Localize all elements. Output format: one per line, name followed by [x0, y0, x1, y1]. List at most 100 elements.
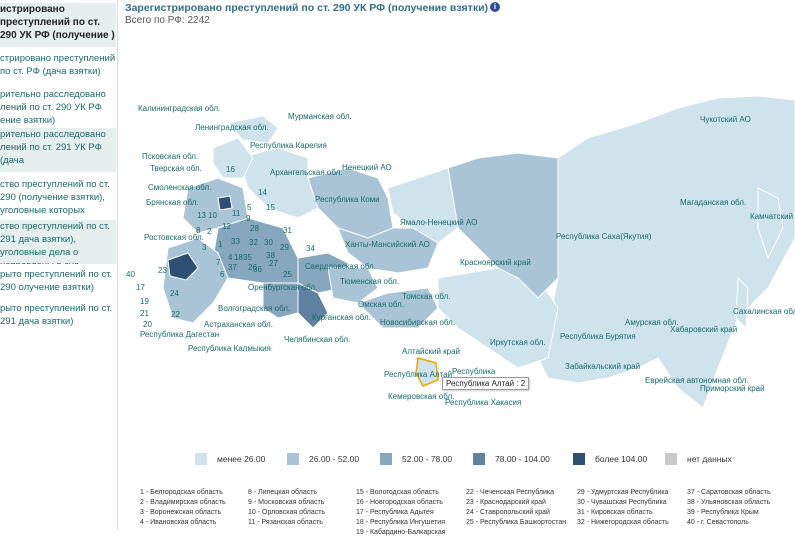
label-krasnoyarsk: Красноярский край [460, 258, 531, 267]
label-kemerovo: Кемеровская обл. [388, 392, 455, 401]
region-arkhangelsk [237, 147, 319, 219]
legend-swatch [573, 453, 585, 465]
region-number: 9 [246, 214, 251, 223]
region-number: 33 [231, 237, 240, 246]
sidebar-item-290-solved[interactable]: рыто преступлений по ст. 290 олучение вз… [0, 269, 113, 293]
label-sakhalin: Сахалинская обл. [733, 307, 795, 316]
region-number: 26 [248, 263, 257, 272]
page-title: Зарегистрировано преступлений по ст. 290… [125, 2, 501, 14]
region-number: 27 [269, 259, 278, 268]
region-karelia [212, 137, 254, 179]
label-leningrad: Ленинградская обл. [195, 123, 269, 132]
label-tyumen: Тюменская обл. [340, 277, 400, 286]
sidebar-item-290-to-court[interactable]: ство преступлений по ст. 290 (получение … [0, 179, 110, 216]
label-amur: Амурская обл. [625, 318, 679, 327]
label-jewish: Еврейская автономная обл. [645, 376, 749, 385]
region-number: 6 [220, 270, 225, 279]
sidebar-item-291-to-court[interactable]: ство преступлений по ст. 291 дача взятки… [0, 220, 116, 264]
sidebar-item-291-investigated[interactable]: рительно расследовано лений по ст. 291 У… [0, 128, 116, 172]
label-omsk: Омская обл. [358, 300, 404, 309]
region-sakhalin [735, 276, 749, 330]
region-murmansk [227, 115, 279, 144]
region-number: 38 [266, 251, 275, 260]
region-number: 20 [143, 320, 152, 329]
label-tomsk: Томская обл. [402, 292, 451, 301]
label-khabarovsk: Хабаровский край [670, 325, 738, 334]
region-number: 22 [171, 310, 180, 319]
sidebar-item-291-registered[interactable]: стрировано преступлений по ст. РФ (дача … [0, 53, 116, 77]
region-number: 3 [202, 243, 207, 252]
region-number: 31 [283, 226, 292, 235]
region-number: 34 [306, 244, 315, 253]
region-number: 7 [216, 258, 221, 267]
region-number: 40 [126, 270, 135, 279]
label-chelyabinsk: Челябинская обл. [284, 335, 351, 344]
region-yamal [387, 167, 459, 244]
region-number: 23 [158, 266, 167, 275]
region-omsk-novosib [357, 287, 439, 329]
label-kalmykia: Республика Калмыкия [188, 344, 271, 353]
label-irkutsk: Иркутская обл. [490, 338, 546, 347]
sidebar-divider [117, 0, 118, 530]
russia-choropleth-map[interactable] [118, 28, 795, 448]
region-number: 1 [218, 240, 223, 249]
region-number: 11 [232, 209, 241, 218]
index-column: 22 - Чеченская Республика 23 - Краснодар… [466, 489, 567, 526]
label-pskov: Псковская обл. [142, 152, 199, 161]
legend-swatch [195, 453, 207, 465]
region-number: 16 [226, 165, 235, 174]
legend-swatch [665, 453, 677, 465]
region-number: 35 [243, 253, 252, 262]
label-kamchatka: Камчатский край [750, 212, 795, 221]
label-chukotka: Чукотский АО [700, 115, 751, 124]
label-rostov: Ростовская обл. [144, 233, 204, 242]
label-buryatia: Республика Бурятия [560, 332, 636, 341]
region-number: 25 [283, 270, 292, 279]
region-number: 18 [234, 253, 243, 262]
region-tyumen [327, 267, 379, 304]
region-number: 29 [280, 243, 289, 252]
label-volgograd: Волгоградская обл. [218, 304, 291, 313]
region-index-list: 1 - Белгородская область 2 - Владимирска… [135, 488, 795, 536]
index-column: 8 - Липецкая область 9 - Московская обла… [248, 489, 326, 526]
label-khanty: Ханты-Мансийский АО [345, 240, 430, 249]
index-column: 29 - Удмуртская Республика 30 - Чувашска… [577, 489, 669, 526]
region-number: 15 [266, 203, 275, 212]
region-number: 21 [140, 309, 149, 318]
region-tooltip: Республика Алтай : 2 [442, 377, 530, 390]
region-moscow [217, 195, 233, 211]
region-number: 19 [140, 297, 149, 306]
label-nenets: Ненецкий АО [342, 163, 392, 172]
label-altai-krai: Алтайский край [402, 347, 461, 356]
label-sverdlovsk: Свердловская обл. [305, 262, 376, 271]
index-column: 37 - Саратовская область 38 - Ульяновска… [687, 489, 771, 526]
region-central [182, 177, 249, 234]
label-primorsky: Приморский край [700, 384, 765, 393]
region-number: 5 [247, 203, 252, 212]
region-kamchatka [757, 187, 784, 260]
sidebar-item-291-solved[interactable]: рыто преступлений по ст. 291 дача взятки… [0, 303, 113, 327]
region-number: 12 [222, 222, 231, 231]
total-count: Всего по РФ: 2242 [125, 15, 210, 26]
index-column: 1 - Белгородская область 2 - Владимирска… [140, 489, 226, 526]
label-republic: Республика [452, 367, 496, 376]
region-number: 4 [228, 253, 233, 262]
region-number: 24 [170, 289, 179, 298]
region-number: 32 [249, 238, 258, 247]
label-kurgan: Курганская обл. [312, 313, 371, 322]
index-column: 15 - Вологодская область 16 - Новгородск… [356, 489, 446, 536]
label-tver: Тверская обл. [150, 164, 202, 173]
label-bryansk: Брянская обл. [146, 198, 199, 207]
sidebar-item-290-investigated[interactable]: рительно расследовано лений по ст. 290 У… [0, 89, 106, 126]
legend-swatch [287, 453, 299, 465]
label-komi: Республика Коми [315, 195, 380, 204]
info-icon[interactable]: i [490, 2, 501, 12]
label-yakutia: Республика Саха(Якутия) [556, 232, 652, 241]
label-astrakhan: Астраханская обл. [204, 320, 273, 329]
label-novosibirsk: Новосибирская обл. [380, 318, 456, 327]
label-dagestan: Республика Дагестан [140, 330, 220, 339]
sidebar-item-290-registered[interactable]: истрировано преступлений по ст. 290 УК Р… [0, 3, 116, 47]
label-karelia: Республика Карелия [250, 141, 327, 150]
indicator-sidebar: истрировано преступлений по ст. 290 УК Р… [0, 0, 117, 530]
region-number: 10 [208, 211, 217, 220]
